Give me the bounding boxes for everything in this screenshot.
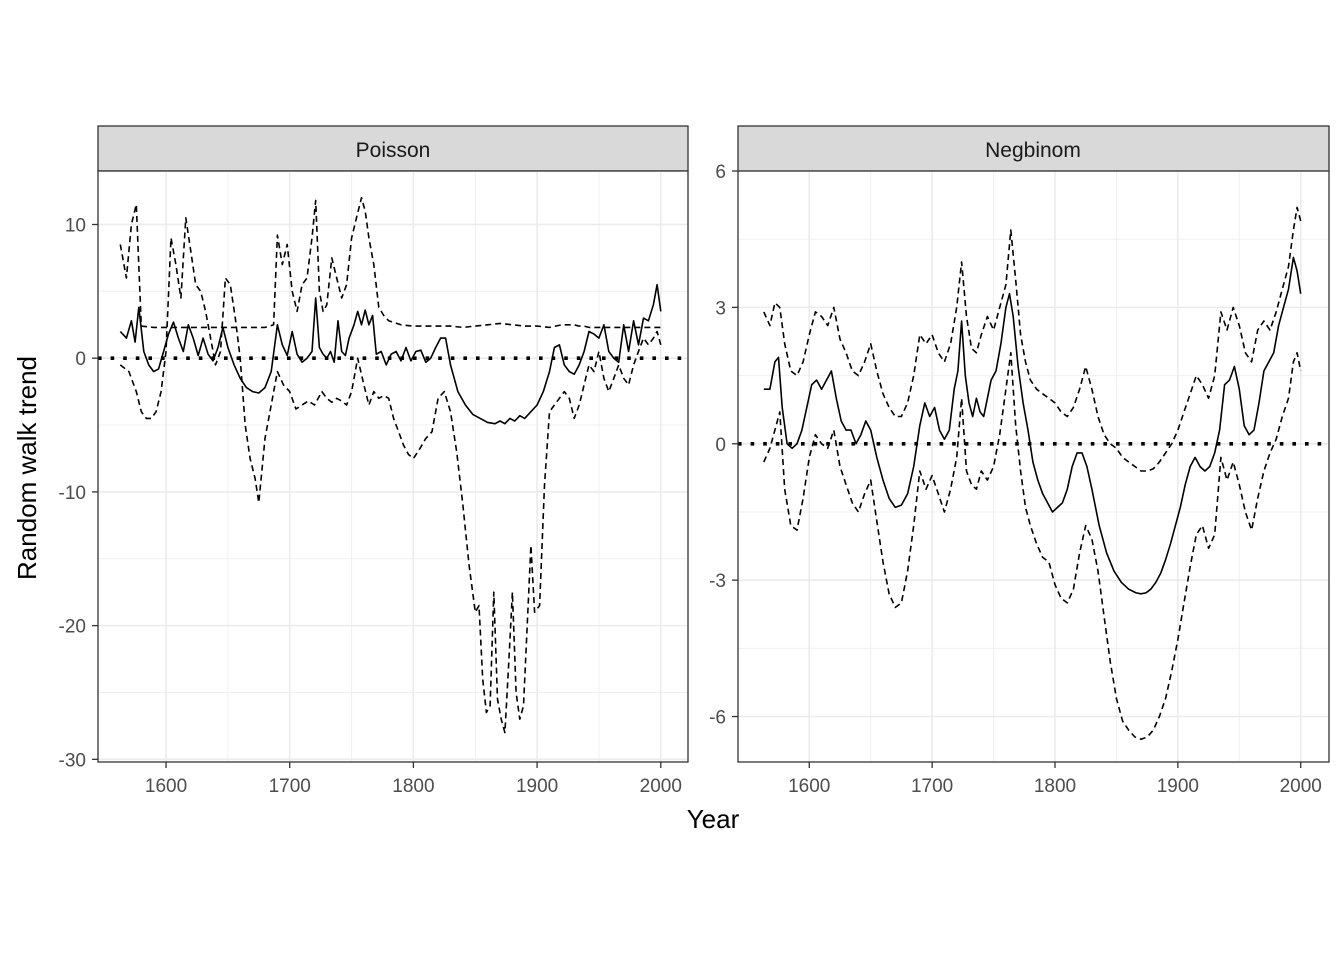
y-tick-label: -20 (59, 617, 86, 638)
panel-border-negbinom (737, 170, 1330, 763)
x-tick-label: 2000 (640, 776, 682, 797)
strip-poisson (97, 125, 689, 172)
y-tick-label: -30 (59, 750, 86, 771)
panel-poisson: Poisson 10 0 -10 -20 -30 1600 1700 1800 1900 200… (59, 125, 689, 797)
strip-negbinom (737, 125, 1330, 172)
y-tick-label: -6 (709, 708, 726, 729)
panel-border-poisson (97, 170, 689, 763)
y-axis-poisson: 10 0 -10 -20 -30 (59, 215, 98, 771)
y-axis-title: Random walk trend (12, 356, 42, 580)
x-axis-title: Year (687, 804, 740, 834)
x-tick-label: 1900 (1157, 776, 1199, 797)
x-tick-label: 2000 (1280, 776, 1322, 797)
series-group-poisson (119, 196, 662, 734)
y-tick-label: 0 (75, 349, 86, 370)
panel-negbinom: Negbinom 6 3 0 -3 -6 1600 1700 1800 1900 2000 (709, 125, 1330, 797)
plot-area-poisson (98, 171, 688, 762)
negbinom-dashed-line-2 (763, 206, 1302, 472)
y-axis-negbinom: 6 3 0 -3 -6 (709, 162, 738, 729)
x-axis-negbinom: 1600 1700 1800 1900 2000 (788, 762, 1322, 797)
poisson-dashed-line-2 (119, 196, 661, 329)
strip-label-negbinom: Negbinom (985, 139, 1081, 162)
y-tick-label: -3 (709, 571, 726, 592)
poisson-solid-line-1 (119, 283, 662, 425)
y-tick-label: 3 (715, 298, 726, 319)
x-axis-poisson: 1600 1700 1800 1900 2000 (145, 762, 682, 797)
x-tick-label: 1600 (145, 776, 187, 797)
strip-label-poisson: Poisson (356, 139, 431, 162)
y-tick-label: -10 (59, 483, 86, 504)
negbinom-solid-line-1 (763, 256, 1302, 595)
x-tick-label: 1700 (911, 776, 953, 797)
x-tick-label: 1700 (269, 776, 311, 797)
y-tick-label: 6 (715, 162, 726, 183)
y-tick-label: 0 (715, 435, 726, 456)
grid-poisson (98, 171, 688, 762)
y-tick-label: 10 (65, 215, 86, 236)
x-tick-label: 1600 (788, 776, 830, 797)
poisson-dashed-line-3 (119, 217, 662, 734)
x-tick-label: 1800 (392, 776, 434, 797)
series-group-negbinom (763, 206, 1302, 741)
negbinom-dashed-line-3 (763, 351, 1302, 741)
x-tick-label: 1800 (1034, 776, 1076, 797)
x-tick-label: 1900 (516, 776, 558, 797)
